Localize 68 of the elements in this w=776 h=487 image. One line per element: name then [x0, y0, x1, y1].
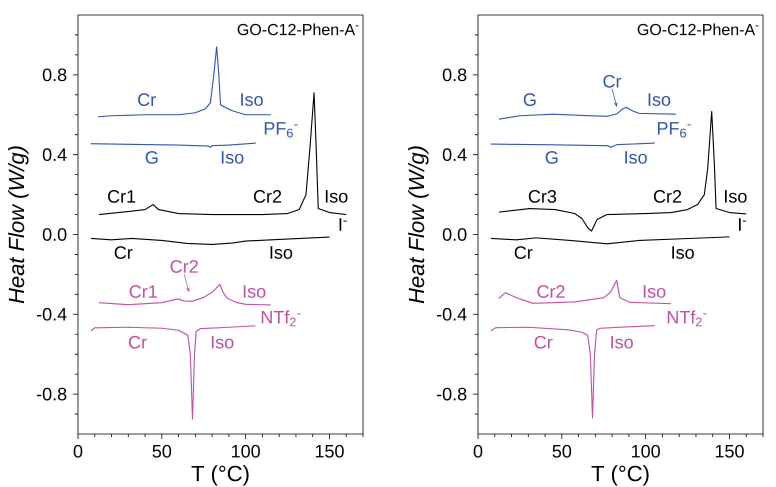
x-axis-title: T (°C)	[192, 465, 249, 486]
chart-title: GO-C12-Phen-A$^{-}$	[638, 23, 758, 36]
annotation: Iso	[241, 93, 263, 106]
annotation: Cr2	[654, 190, 682, 203]
annotation: Cr2	[537, 285, 565, 298]
annotation: Iso	[611, 336, 633, 349]
y-tick-label: -0.8	[436, 388, 466, 400]
annotation: Iso	[625, 151, 647, 164]
annotation: Iso	[648, 93, 670, 106]
x-tick-label: 100	[632, 444, 660, 458]
line-series	[498, 280, 672, 304]
annotation: Iso	[222, 151, 244, 164]
annotation: G	[524, 93, 536, 106]
annotation: G	[146, 151, 158, 164]
line-series	[490, 236, 730, 244]
chart-title: GO-C12-Phen-A$^{-}$	[238, 23, 358, 36]
annotation: Cr1	[130, 285, 157, 298]
y-tick-label: -0.8	[36, 388, 66, 400]
line-series	[90, 325, 256, 420]
y-tick-label: 0.0	[442, 228, 466, 241]
annotation: Cr3	[528, 190, 556, 203]
x-tick-label: 150	[316, 444, 344, 458]
line-series	[98, 46, 272, 118]
line-series	[498, 106, 676, 120]
annotation: Cr2	[170, 260, 198, 273]
line-series	[98, 92, 347, 216]
y-tick-label: -0.4	[36, 308, 67, 321]
annotation: Iso	[326, 190, 348, 203]
x-tick-label: 0	[474, 444, 482, 458]
annotation: Cr	[128, 336, 147, 349]
y-tick-label: -0.4	[436, 308, 467, 321]
annotation: Iso	[244, 285, 266, 298]
x-axis-title: T (°C)	[592, 465, 649, 486]
annotation: I$^{-}$	[340, 218, 347, 231]
x-tick-label: 50	[152, 444, 172, 458]
y-axis-title: Heat Flow (W/g)	[408, 146, 429, 304]
annotation: PF$_{6}$-	[658, 122, 691, 138]
annotation: Iso	[270, 246, 292, 259]
y-tick-label: 0.4	[442, 148, 467, 162]
annotation: PF$_{6}$-	[264, 122, 298, 138]
y-tick-label: 0.8	[442, 68, 466, 82]
y-tick-label: 0.8	[42, 68, 66, 82]
annotation: G	[546, 151, 558, 164]
x-tick-label: 0	[74, 444, 82, 458]
line-series	[490, 325, 656, 419]
annotation: Cr	[138, 93, 156, 106]
annotation: I$^{-}$	[739, 218, 746, 231]
annotation: NTf$_{2}$-	[668, 310, 706, 326]
annotation: Iso	[644, 285, 666, 298]
annotation: NTf$_{2}$-	[262, 310, 300, 326]
line-series	[90, 236, 330, 245]
annotation: Iso	[725, 190, 747, 203]
annotation: Cr	[534, 336, 552, 349]
annotation: Iso	[672, 246, 694, 259]
annotation: Cr1	[108, 190, 136, 203]
y-tick-label: 0.0	[42, 228, 66, 241]
annotation: Cr2	[254, 190, 282, 203]
annotation: Cr	[603, 74, 622, 88]
x-tick-label: 50	[552, 444, 572, 458]
line-series	[498, 110, 747, 232]
annotation: Cr	[514, 246, 533, 259]
y-tick-label: 0.4	[42, 148, 67, 162]
line-series	[98, 284, 272, 306]
annotation: Cr	[114, 246, 133, 259]
annotation: Iso	[212, 336, 234, 349]
x-tick-label: 150	[716, 444, 744, 458]
x-tick-label: 100	[232, 444, 260, 458]
y-axis-title: Heat Flow (W/g)	[8, 146, 29, 304]
